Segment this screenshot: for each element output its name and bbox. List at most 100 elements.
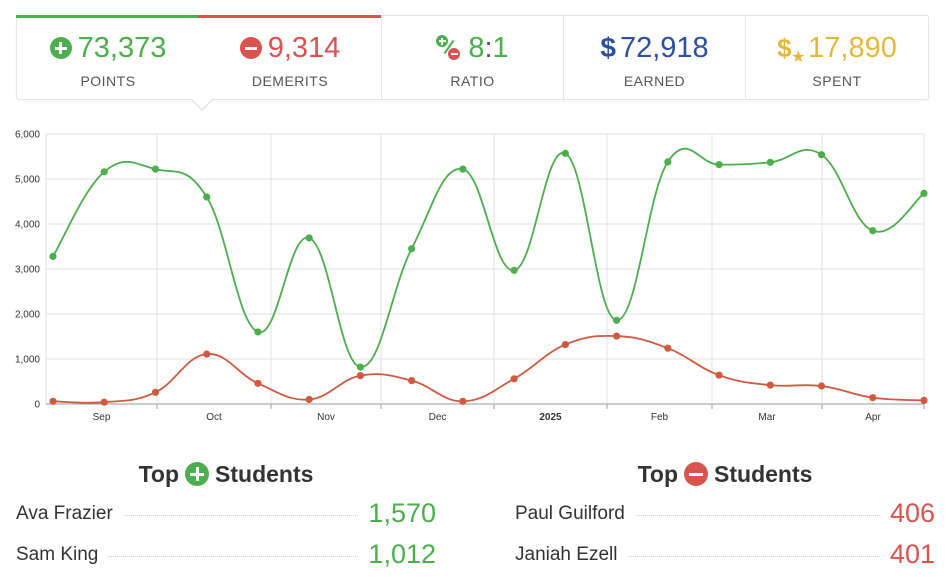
spent-label: SPENT (812, 73, 862, 89)
data-point (766, 158, 774, 166)
earned-value: 72,918 (619, 32, 709, 64)
ratio-left: 8 (468, 32, 485, 64)
data-point (715, 161, 723, 169)
y-tick-label: 6,000 (15, 130, 40, 141)
list-item[interactable]: Sam King 1,012 (16, 534, 436, 575)
spent-value: 17,890 (808, 32, 897, 64)
y-tick-label: 1,000 (15, 355, 40, 366)
x-tick-label: Oct (206, 412, 222, 423)
ratio-right: 1 (492, 32, 509, 64)
student-score: 401 (889, 539, 935, 569)
dollar-star-icon: $ ★ (777, 33, 806, 66)
data-point (151, 165, 160, 173)
data-point (920, 396, 928, 404)
points-value: 73,373 (77, 32, 167, 64)
data-point (49, 252, 57, 260)
y-tick-label: 3,000 (15, 265, 40, 276)
earned-label: EARNED (623, 73, 686, 89)
top-negative-title: Top Students (637, 460, 813, 487)
x-tick-label: Apr (865, 412, 881, 423)
data-point (869, 394, 877, 402)
points-stat[interactable]: 73,373 POINTS (17, 16, 199, 99)
x-tick-label: Dec (429, 412, 447, 423)
x-tick-label: Feb (651, 412, 669, 423)
data-point (612, 316, 621, 324)
data-point (254, 379, 262, 387)
plus-circle-icon (185, 462, 210, 486)
series-line (52, 147, 925, 369)
demerits-label: DEMERITS (251, 73, 329, 89)
list-item[interactable]: Janiah Ezell 401 (515, 534, 935, 575)
y-axis-ticks: 0 1,000 2,000 3,000 4,000 5,000 6,000 (15, 130, 40, 411)
data-point (254, 328, 262, 336)
x-tick-label: Sep (93, 412, 111, 423)
list-item[interactable]: Paul Guilford 406 (515, 493, 935, 534)
demerits-stat[interactable]: 9,314 DEMERITS (199, 16, 381, 99)
ratio-stat[interactable]: 8:1 RATIO (382, 16, 564, 99)
student-score: 406 (889, 498, 935, 528)
chart-grid (45, 133, 925, 405)
top-positive-title: Top Students (138, 460, 314, 487)
data-point (408, 245, 416, 253)
data-point (561, 149, 569, 157)
y-tick-label: 0 (34, 400, 40, 411)
ratio-separator: : (484, 32, 493, 64)
data-point (920, 189, 928, 197)
data-point (305, 395, 313, 404)
ratio-label: RATIO (450, 73, 495, 89)
data-point (408, 377, 416, 385)
dollar-icon: $ (600, 32, 616, 63)
chart-series (49, 147, 928, 406)
data-point (151, 388, 160, 396)
data-point (510, 266, 518, 274)
data-point (356, 372, 365, 380)
demerits-value: 9,314 (267, 32, 341, 64)
x-tick-label: Mar (758, 412, 776, 423)
x-tick-label: 2025 (539, 412, 562, 423)
student-score: 1,012 (368, 539, 436, 569)
student-score: 1,570 (368, 498, 436, 528)
data-point (817, 382, 826, 390)
data-point (869, 227, 877, 235)
data-point (305, 234, 313, 242)
data-point (664, 158, 672, 166)
student-name[interactable]: Sam King (16, 543, 99, 565)
plus-circle-icon (49, 37, 72, 59)
data-point (561, 341, 569, 349)
y-tick-label: 4,000 (15, 220, 40, 231)
points-label: POINTS (80, 73, 136, 89)
data-point (459, 165, 467, 173)
y-tick-label: 2,000 (15, 310, 40, 321)
data-point (203, 350, 211, 358)
minus-circle-icon (239, 37, 262, 59)
data-point (612, 332, 621, 340)
data-point (356, 363, 365, 371)
y-tick-label: 5,000 (15, 175, 40, 186)
top-negative-students: Top Students Paul Guilford 406 Janiah Ez… (515, 455, 935, 575)
student-name[interactable]: Janiah Ezell (515, 543, 618, 565)
series-line (52, 334, 925, 404)
stats-bar: 73,373 POINTS 9,314 DEMERITS 8:1 RATIO $… (16, 15, 929, 111)
data-point (203, 193, 211, 201)
data-point (664, 344, 672, 352)
data-point (49, 397, 57, 405)
data-point (459, 397, 467, 405)
data-point (715, 371, 723, 379)
spent-stat[interactable]: $ ★ 17,890 SPENT (746, 16, 928, 99)
x-tick-label: Nov (317, 412, 335, 423)
data-point (100, 168, 108, 176)
points-demerits-chart: 0 1,000 2,000 3,000 4,000 5,000 6,000 Sep Oct No… (15, 130, 928, 423)
list-item[interactable]: Ava Frazier 1,570 (16, 493, 436, 534)
student-name[interactable]: Paul Guilford (515, 502, 625, 524)
minus-circle-icon (684, 462, 709, 486)
data-point (510, 375, 518, 383)
ratio-icon (436, 34, 462, 62)
points-demerits-group[interactable]: 73,373 POINTS 9,314 DEMERITS (16, 15, 382, 111)
data-point (766, 381, 774, 389)
x-axis-ticks: Sep Oct Nov Dec 2025 Feb Mar Apr (93, 404, 925, 423)
top-positive-students: Top Students Ava Frazier 1,570 Sam King … (16, 455, 436, 575)
earned-stat[interactable]: $ 72,918 EARNED (564, 16, 746, 99)
student-name[interactable]: Ava Frazier (16, 502, 113, 524)
data-point (817, 151, 826, 159)
data-point (100, 398, 108, 406)
